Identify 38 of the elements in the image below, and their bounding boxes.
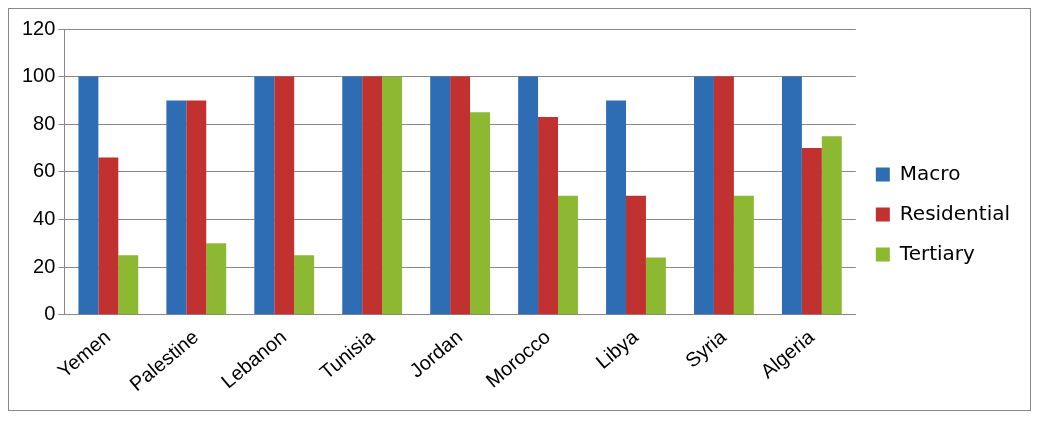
bar [450,76,471,315]
legend-label: Macro [899,160,961,185]
bar [781,76,802,315]
bar [558,195,578,315]
bar [206,243,227,315]
y-tick-label: 20 [33,254,56,277]
legend-label: Tertiary [898,240,976,265]
bar [254,76,275,315]
bar [166,100,187,315]
y-tick-label: 0 [44,302,56,325]
bar [430,76,451,315]
bar [274,76,295,315]
bar [606,100,627,315]
bar [118,255,139,315]
bar [78,76,99,315]
bar [362,76,383,315]
y-tick-label: 120 [21,16,56,39]
bar [626,195,646,315]
bar [713,76,734,315]
bar [733,195,754,315]
bar [801,148,822,315]
y-tick-label: 40 [33,207,56,229]
bar [382,76,403,315]
bar [645,257,666,315]
y-tick-label: 60 [33,159,56,182]
bar [821,136,842,315]
x-tick-label: Syria [681,324,731,372]
bar [538,117,559,315]
bar [98,157,119,315]
bar [294,255,315,315]
y-tick-label: 80 [33,111,56,134]
y-tick-label: 100 [21,64,56,87]
bar [342,76,363,315]
bar [470,112,490,315]
legend-label: Residential [899,200,1011,225]
bar [518,76,539,315]
bar [694,76,714,315]
bar [186,100,207,315]
